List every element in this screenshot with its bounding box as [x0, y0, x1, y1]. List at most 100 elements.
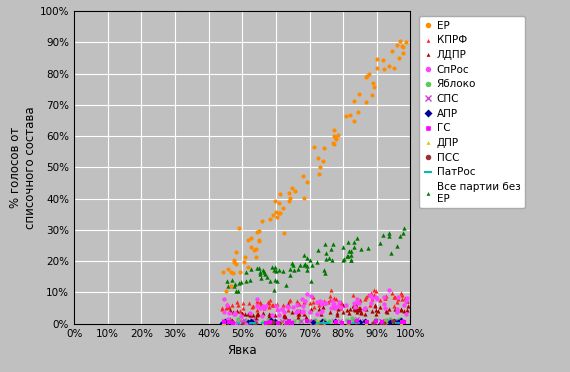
Point: [315, 320, 324, 326]
Point: [363, 319, 372, 325]
Point: [278, 268, 287, 274]
Point: [274, 210, 283, 216]
Point: [388, 290, 397, 296]
Point: [275, 320, 284, 326]
Point: [357, 310, 366, 316]
Point: [229, 320, 238, 326]
Point: [273, 301, 282, 307]
Point: [224, 319, 233, 325]
Point: [280, 312, 289, 318]
Point: [344, 319, 353, 325]
Point: [294, 266, 303, 272]
Point: [365, 292, 374, 298]
Point: [244, 237, 253, 243]
Point: [389, 318, 398, 324]
Point: [362, 74, 371, 80]
Point: [334, 132, 343, 138]
Point: [226, 320, 235, 326]
Point: [401, 298, 410, 304]
Point: [269, 319, 278, 325]
Point: [230, 311, 239, 317]
Point: [361, 318, 370, 324]
Point: [356, 319, 365, 325]
Point: [225, 307, 234, 312]
Point: [335, 301, 344, 307]
Point: [399, 230, 408, 236]
Point: [377, 318, 386, 324]
Point: [339, 244, 348, 250]
Point: [338, 302, 347, 308]
Point: [282, 318, 291, 324]
Point: [264, 320, 274, 326]
Point: [308, 319, 317, 325]
Point: [259, 305, 268, 311]
Point: [363, 319, 372, 325]
Point: [356, 309, 365, 315]
Point: [231, 288, 240, 294]
Point: [397, 296, 406, 302]
Point: [372, 288, 381, 294]
Point: [243, 264, 253, 270]
Point: [329, 141, 338, 147]
Point: [230, 281, 239, 287]
Point: [393, 318, 402, 324]
Point: [230, 321, 239, 327]
Point: [401, 311, 410, 317]
Point: [247, 320, 256, 326]
Point: [366, 302, 375, 308]
Point: [271, 312, 280, 318]
Point: [272, 278, 281, 284]
Point: [266, 318, 275, 324]
X-axis label: Явка: Явка: [227, 344, 257, 357]
Point: [399, 302, 408, 308]
Point: [366, 300, 375, 306]
Point: [349, 300, 359, 306]
Point: [389, 318, 398, 324]
Point: [293, 311, 302, 317]
Point: [258, 310, 267, 316]
Point: [343, 319, 352, 325]
Point: [300, 252, 309, 258]
Point: [349, 303, 358, 309]
Point: [396, 320, 405, 326]
Point: [327, 246, 336, 251]
Point: [218, 321, 227, 327]
Point: [306, 308, 315, 314]
Point: [308, 319, 317, 325]
Point: [270, 287, 279, 293]
Point: [264, 320, 273, 326]
Point: [292, 302, 302, 308]
Point: [347, 257, 356, 263]
Point: [302, 314, 311, 320]
Point: [293, 308, 302, 314]
Point: [379, 66, 388, 72]
Point: [306, 278, 315, 284]
Point: [385, 286, 394, 292]
Point: [242, 278, 251, 283]
Point: [320, 321, 329, 327]
Point: [270, 264, 279, 270]
Point: [355, 297, 364, 303]
Point: [310, 317, 319, 323]
Point: [385, 316, 394, 322]
Point: [290, 188, 299, 194]
Point: [258, 303, 267, 309]
Point: [329, 295, 339, 301]
Point: [218, 269, 227, 275]
Point: [287, 309, 296, 315]
Point: [339, 308, 348, 314]
Point: [251, 320, 260, 326]
Point: [245, 301, 254, 307]
Point: [303, 263, 312, 269]
Point: [292, 308, 301, 314]
Point: [276, 320, 286, 326]
Point: [231, 321, 240, 327]
Point: [349, 118, 359, 124]
Point: [290, 318, 299, 324]
Point: [352, 306, 361, 312]
Point: [402, 295, 411, 301]
Point: [247, 235, 256, 241]
Point: [328, 257, 337, 263]
Point: [354, 300, 363, 306]
Point: [246, 310, 255, 316]
